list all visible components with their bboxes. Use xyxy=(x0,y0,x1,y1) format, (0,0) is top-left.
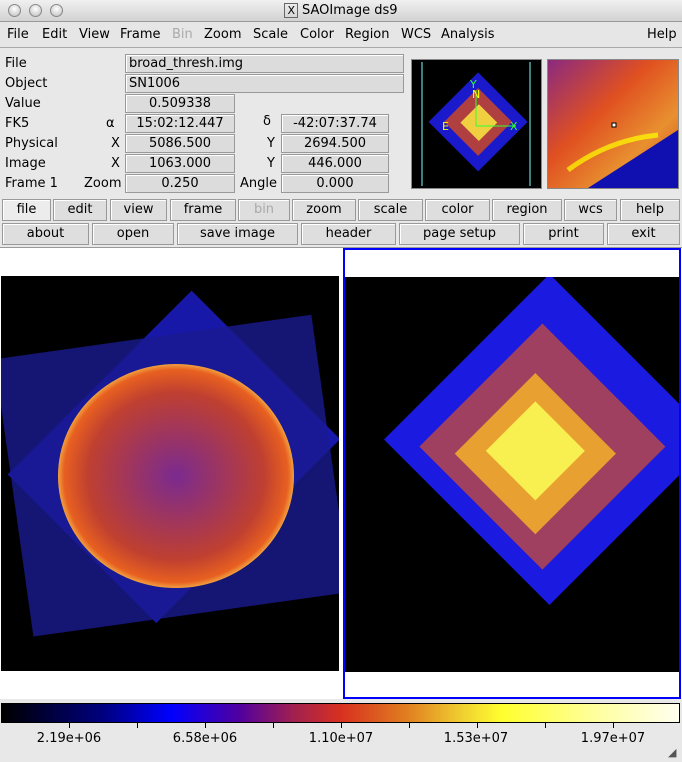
frame-2-image xyxy=(384,274,682,605)
button-region[interactable]: region xyxy=(492,199,562,221)
menu-region[interactable]: Region xyxy=(345,27,390,42)
button-view[interactable]: view xyxy=(110,199,167,221)
value-field: 0.509338 xyxy=(125,94,235,113)
angle-label: Angle xyxy=(240,176,277,191)
image-display[interactable] xyxy=(0,247,682,699)
value-label: Value xyxy=(5,96,41,111)
file-field: broad_thresh.img xyxy=(125,54,404,73)
button-header[interactable]: header xyxy=(301,223,396,245)
button-bin[interactable]: bin xyxy=(238,199,290,221)
zoom-window-button[interactable] xyxy=(50,4,63,17)
compass-n-label: N xyxy=(472,88,480,101)
button-wcs[interactable]: wcs xyxy=(564,199,617,221)
magnifier-image xyxy=(548,60,678,188)
menu-wcs[interactable]: WCS xyxy=(401,27,432,42)
button-save-image[interactable]: save image xyxy=(177,223,298,245)
menu-bin[interactable]: Bin xyxy=(172,27,193,42)
colorbar-label: 1.97e+07 xyxy=(580,731,646,746)
menu-help[interactable]: Help xyxy=(647,27,677,42)
delta-label: δ xyxy=(263,114,271,129)
angle-field: 0.000 xyxy=(281,174,389,193)
close-window-button[interactable] xyxy=(8,4,21,17)
object-field: SN1006 xyxy=(125,74,404,93)
zoom-label: Zoom xyxy=(84,176,122,191)
physical-x-label: X xyxy=(111,136,120,151)
button-about[interactable]: about xyxy=(2,223,89,245)
button-open[interactable]: open xyxy=(92,223,174,245)
button-edit[interactable]: edit xyxy=(53,199,107,221)
image-label: Image xyxy=(5,156,46,171)
physical-y-label: Y xyxy=(267,136,275,151)
button-file[interactable]: file xyxy=(2,199,51,221)
menu-edit[interactable]: Edit xyxy=(42,27,68,42)
resize-grip-icon[interactable]: ◢ xyxy=(668,746,677,759)
frame-2-image-area xyxy=(345,274,682,672)
menu-frame[interactable]: Frame xyxy=(120,27,161,42)
menu-file[interactable]: File xyxy=(7,27,29,42)
colorbar-tick xyxy=(273,723,274,728)
window-title: X SAOImage ds9 xyxy=(0,3,682,18)
alpha-label: α xyxy=(106,116,115,131)
colorbar-label: 1.10e+07 xyxy=(308,731,374,746)
image-x-label: X xyxy=(111,156,120,171)
compass-x-label: X xyxy=(510,120,518,133)
delta-field: -42:07:37.74 xyxy=(281,114,389,133)
button-help[interactable]: help xyxy=(620,199,680,221)
button-color[interactable]: color xyxy=(425,199,490,221)
object-label: Object xyxy=(5,76,48,91)
fk5-label: FK5 xyxy=(5,116,30,131)
colorbar-label: 1.53e+07 xyxy=(443,731,509,746)
image-x-field: 1063.000 xyxy=(125,154,235,173)
colorbar-label: 2.19e+06 xyxy=(36,731,102,746)
physical-y-field: 2694.500 xyxy=(281,134,389,153)
physical-label: Physical xyxy=(5,136,58,151)
menu-view[interactable]: View xyxy=(79,27,110,42)
menu-color[interactable]: Color xyxy=(300,27,334,42)
colorbar-label: 6.58e+06 xyxy=(172,731,238,746)
frame-1-image xyxy=(0,290,351,637)
colorbar-tick xyxy=(69,723,70,728)
panner[interactable]: X Y N E xyxy=(411,59,542,189)
menu-scale[interactable]: Scale xyxy=(253,27,288,42)
magnifier xyxy=(547,59,679,189)
file-label: File xyxy=(5,56,27,71)
button-page-setup[interactable]: page setup xyxy=(399,223,520,245)
button-scale[interactable]: scale xyxy=(358,199,423,221)
button-zoom[interactable]: zoom xyxy=(292,199,356,221)
colorbar-tick xyxy=(205,723,206,728)
magnifier-cursor xyxy=(611,122,617,128)
panner-thumbnail: X Y N E xyxy=(421,62,531,186)
compass-e-label: E xyxy=(442,120,449,133)
colorbar-tick xyxy=(409,723,410,728)
menu-zoom[interactable]: Zoom xyxy=(204,27,242,42)
alpha-field: 15:02:12.447 xyxy=(125,114,235,133)
physical-x-field: 5086.500 xyxy=(125,134,235,153)
button-frame[interactable]: frame xyxy=(170,199,236,221)
button-exit[interactable]: exit xyxy=(607,223,680,245)
menu-bar: File Edit View Frame Bin Zoom Scale Colo… xyxy=(0,22,682,48)
image-y-label: Y xyxy=(267,156,275,171)
colorbar xyxy=(1,703,680,723)
zoom-field: 0.250 xyxy=(125,174,235,193)
colorbar-tick xyxy=(545,723,546,728)
minimize-window-button[interactable] xyxy=(29,4,42,17)
panner-image-bright xyxy=(460,104,498,141)
frame-label: Frame 1 xyxy=(5,176,58,191)
colorbar-tick xyxy=(613,723,614,728)
menu-analysis[interactable]: Analysis xyxy=(441,27,495,42)
frame-2[interactable] xyxy=(343,248,682,699)
compass-y-label: Y xyxy=(469,78,477,91)
colorbar-tick xyxy=(137,723,138,728)
image-y-field: 446.000 xyxy=(281,154,389,173)
colorbar-tick xyxy=(477,723,478,728)
x11-icon: X xyxy=(284,3,298,18)
button-print[interactable]: print xyxy=(523,223,604,245)
frame-1[interactable] xyxy=(0,276,351,671)
colorbar-tick xyxy=(341,723,342,728)
title-bar: X SAOImage ds9 xyxy=(0,0,682,22)
